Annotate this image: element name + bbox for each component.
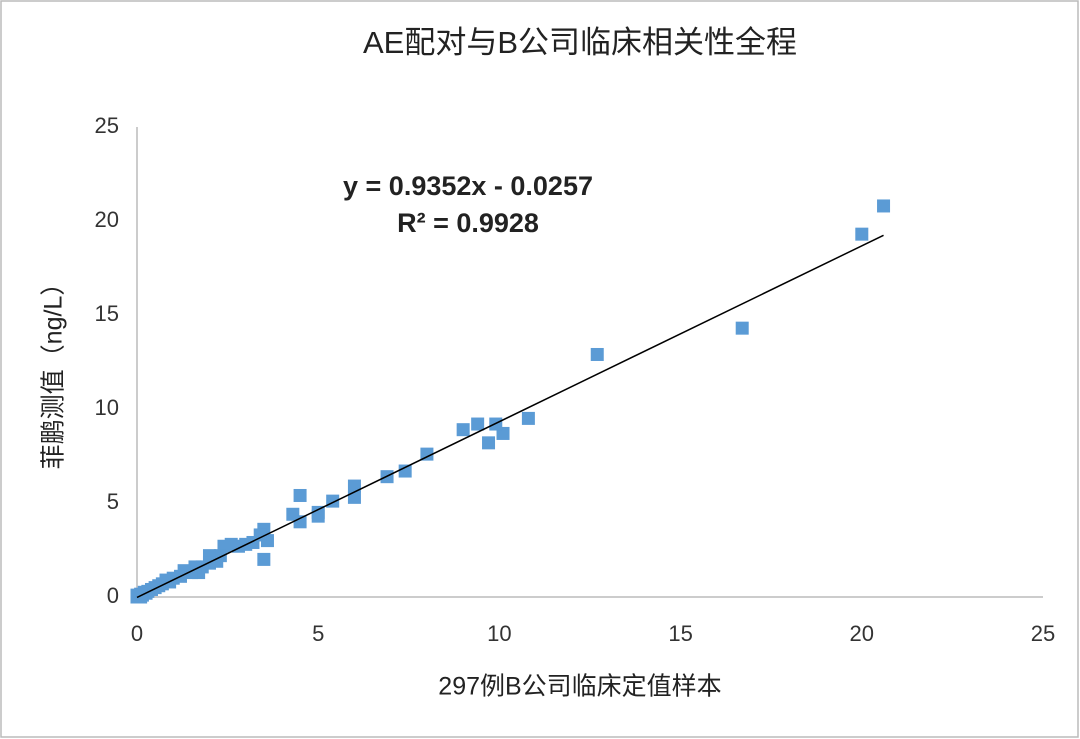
point — [590, 347, 604, 361]
point — [855, 227, 869, 241]
chart-title: AE配对与B公司临床相关性全程 — [363, 25, 797, 60]
y-tick-label: 10 — [95, 395, 119, 420]
x-tick-label: 5 — [312, 621, 324, 646]
trendline-r2: R² = 0.9928 — [397, 208, 539, 238]
x-axis-label: 297例B公司临床定值样本 — [438, 673, 721, 701]
point — [420, 447, 434, 461]
point — [521, 411, 535, 425]
y-tick-label: 0 — [107, 583, 119, 608]
point — [877, 199, 891, 213]
point — [471, 417, 485, 431]
point — [293, 488, 307, 502]
point — [482, 436, 496, 450]
point — [347, 479, 361, 493]
y-tick-label: 5 — [107, 489, 119, 514]
trendline — [136, 234, 884, 599]
point — [257, 552, 271, 566]
x-tick-label: 20 — [850, 621, 874, 646]
point — [130, 588, 144, 602]
y-tick-label: 25 — [95, 113, 119, 138]
point — [398, 464, 412, 478]
y-tick-label: 20 — [95, 207, 119, 232]
trendline-equation: y = 0.9352x - 0.0257 — [343, 171, 593, 201]
point — [735, 321, 749, 335]
x-tick-label: 15 — [668, 621, 692, 646]
point — [286, 507, 300, 521]
x-tick-label: 25 — [1031, 621, 1055, 646]
x-tick-label: 10 — [487, 621, 511, 646]
x-tick-label: 0 — [131, 621, 143, 646]
y-tick-label: 15 — [95, 301, 119, 326]
point — [456, 423, 470, 437]
y-axis-label: 菲鹏测值（ng/L） — [40, 271, 68, 470]
point — [311, 509, 325, 523]
